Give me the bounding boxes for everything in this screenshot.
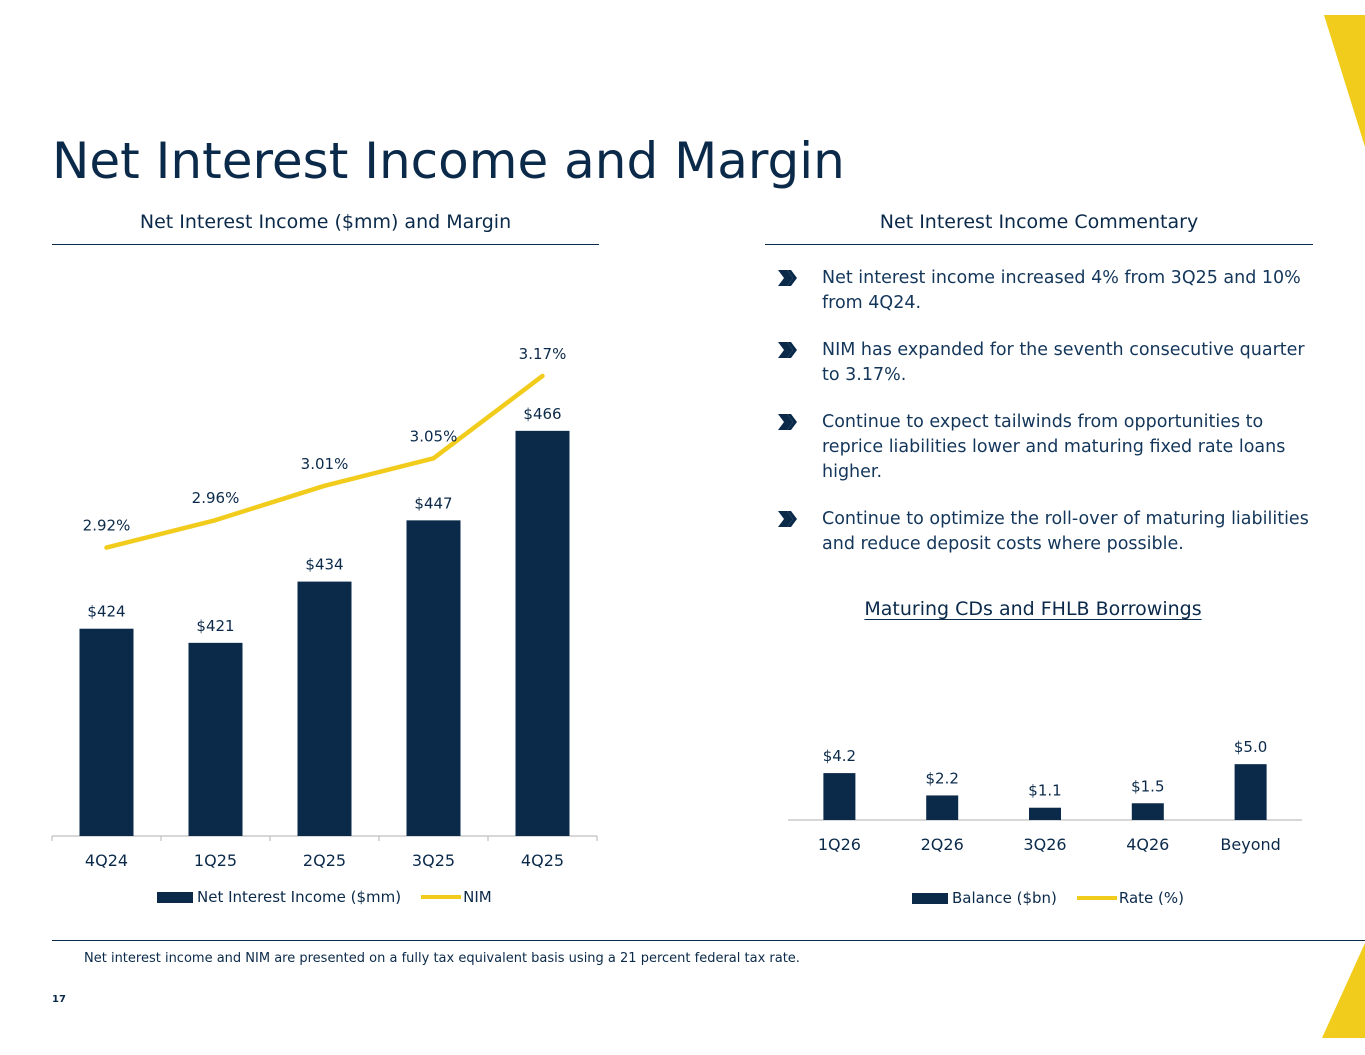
bar-2Q26: [926, 795, 959, 820]
maturities-chart-legend: Balance ($bn) Rate (%): [912, 889, 1184, 907]
x-tick-label: 1Q25: [194, 851, 237, 870]
commentary-section-heading: Net Interest Income Commentary: [765, 208, 1313, 245]
chevron-arrow-icon: [778, 342, 797, 358]
nii-chart-legend: Net Interest Income ($mm) NIM: [157, 888, 492, 906]
commentary-list: Net interest income increased 4% from 3Q…: [775, 266, 1320, 579]
x-tick-label: 2Q25: [303, 851, 346, 870]
commentary-item: NIM has expanded for the seventh consecu…: [775, 338, 1320, 388]
commentary-text: Continue to expect tailwinds from opport…: [822, 412, 1286, 482]
footnote: Net interest income and NIM are presente…: [84, 951, 800, 966]
bar-4Q26: [1131, 803, 1164, 820]
commentary-text: NIM has expanded for the seventh consecu…: [822, 340, 1305, 385]
x-tick-label: 3Q25: [412, 851, 455, 870]
bar-2Q25: [297, 581, 352, 836]
x-tick-label: Beyond: [1220, 835, 1280, 854]
bar-value-label: $4.2: [823, 747, 856, 765]
page-title: Net Interest Income and Margin: [52, 132, 845, 190]
nii-section-heading: Net Interest Income ($mm) and Margin: [52, 208, 599, 245]
legend-label-line: NIM: [463, 888, 492, 906]
line-value-label: 3.01%: [301, 455, 349, 473]
line-value-label: 3.05%: [410, 427, 458, 445]
bar-3Q25: [406, 520, 461, 836]
line-series-nim: [104, 373, 545, 550]
legend-line-swatch: [1076, 896, 1117, 900]
commentary-item: Continue to optimize the roll-over of ma…: [775, 507, 1320, 557]
corner-accent-bottom: [1322, 943, 1365, 1038]
line-value-label: 2.96%: [192, 489, 240, 507]
commentary-text: Continue to optimize the roll-over of ma…: [822, 509, 1309, 554]
bar-value-label: $2.2: [925, 769, 958, 787]
line-value-label: 3.17%: [519, 345, 567, 363]
bar-value-label: $1.1: [1028, 782, 1061, 800]
legend-line-swatch: [421, 895, 462, 899]
chevron-arrow-icon: [778, 414, 797, 430]
commentary-item: Continue to expect tailwinds from opport…: [775, 410, 1320, 485]
bar-value-label: $434: [305, 556, 343, 574]
bar-value-label: $466: [523, 405, 561, 423]
chevron-arrow-icon: [778, 270, 797, 286]
chevron-arrow-icon: [778, 511, 797, 527]
commentary-text: Net interest income increased 4% from 3Q…: [822, 268, 1301, 313]
x-tick-label: 4Q26: [1126, 835, 1169, 854]
x-tick-label: 4Q25: [521, 851, 564, 870]
corner-accent-top: [1324, 15, 1365, 147]
maturities-chart-title: Maturing CDs and FHLB Borrowings: [864, 598, 1202, 620]
x-tick-label: 2Q26: [921, 835, 964, 854]
legend-label-bar: Net Interest Income ($mm): [197, 888, 402, 906]
bar-value-label: $1.5: [1131, 777, 1164, 795]
x-tick-label: 4Q24: [85, 851, 128, 870]
bar-value-label: $424: [87, 603, 125, 621]
x-tick-label: 1Q26: [818, 835, 861, 854]
x-tick-label: 3Q26: [1023, 835, 1066, 854]
bar-1Q25: [188, 642, 243, 836]
legend-label-bar: Balance ($bn): [952, 889, 1057, 907]
bar-value-label: $5.0: [1234, 738, 1267, 756]
legend-bar-swatch: [912, 892, 948, 904]
bar-4Q25: [515, 430, 570, 836]
bar-4Q24: [79, 628, 134, 836]
maturities-chart: $4.2 1Q26 $2.2 2Q26 $1.1 3Q26 $1.5 4Q26 $5.0 Beyo…: [788, 738, 1302, 854]
page-number: 17: [52, 994, 66, 1005]
bar-1Q26: [823, 773, 856, 820]
bar-value-label: $447: [414, 494, 452, 512]
legend-bar-swatch: [157, 891, 193, 903]
nii-chart: $424 4Q24 $421 1Q25 $434 2Q25 $447 3Q25 $466 4Q25…: [51, 345, 598, 870]
legend-label-line: Rate (%): [1118, 889, 1184, 907]
line-value-label: 2.92%: [83, 517, 131, 535]
bar-Beyond: [1234, 764, 1267, 820]
footer-divider: [52, 940, 1365, 941]
bar-3Q26: [1029, 807, 1061, 820]
commentary-item: Net interest income increased 4% from 3Q…: [775, 266, 1320, 316]
bar-value-label: $421: [196, 617, 234, 635]
